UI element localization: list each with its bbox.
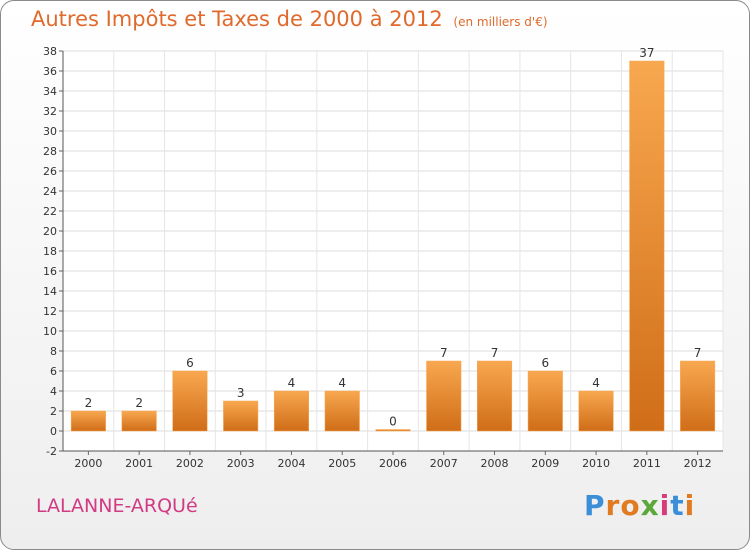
x-tick-label: 2009 (531, 457, 559, 470)
x-tick-label: 2004 (277, 457, 305, 470)
bar (578, 390, 614, 432)
logo-letter: r (605, 489, 621, 522)
x-tick-label: 2007 (430, 457, 458, 470)
x-tick-label: 2001 (125, 457, 153, 470)
bar (375, 429, 411, 432)
bar (273, 390, 309, 432)
data-label: 6 (186, 356, 194, 370)
y-tick-label: 26 (43, 165, 57, 178)
y-tick-label: 8 (50, 345, 57, 358)
y-tick-label: 10 (43, 325, 57, 338)
x-tick-label: 2003 (227, 457, 255, 470)
y-tick-label: 18 (43, 245, 57, 258)
bar (172, 370, 208, 432)
data-label: 2 (135, 396, 143, 410)
data-label: 7 (694, 346, 702, 360)
data-label: 7 (440, 346, 448, 360)
y-tick-label: -2 (46, 445, 57, 458)
logo-letter: i (659, 489, 671, 522)
chart-title-text: Autres Impôts et Taxes de 2000 à 2012 (31, 7, 443, 31)
data-label: 0 (389, 415, 397, 429)
x-tick-label: 2008 (481, 457, 509, 470)
y-tick-label: 16 (43, 265, 57, 278)
data-label: 4 (338, 376, 346, 390)
y-tick-label: 36 (43, 65, 57, 78)
y-tick-label: 20 (43, 225, 57, 238)
y-tick-label: 24 (43, 185, 57, 198)
y-tick-label: 14 (43, 285, 57, 298)
bar (70, 410, 106, 432)
x-tick-label: 2010 (582, 457, 610, 470)
bar (527, 370, 563, 432)
y-tick-label: 34 (43, 85, 57, 98)
data-label: 4 (288, 376, 296, 390)
data-label: 6 (541, 356, 549, 370)
x-tick-label: 2011 (633, 457, 661, 470)
proxiti-logo: Proxiti (584, 489, 695, 522)
y-tick-label: 0 (50, 425, 57, 438)
y-tick-label: 22 (43, 205, 57, 218)
y-tick-label: 4 (50, 385, 57, 398)
y-tick-label: 28 (43, 145, 57, 158)
logo-letter: i (684, 489, 696, 522)
logo-letter: t (670, 489, 685, 522)
bar (426, 360, 462, 432)
logo-letter: o (620, 489, 641, 522)
x-tick-label: 2002 (176, 457, 204, 470)
bar (629, 60, 665, 432)
x-tick-label: 2012 (684, 457, 712, 470)
unit-note: (en milliers d'€) (453, 15, 548, 29)
y-tick-label: 38 (43, 45, 57, 58)
bar (680, 360, 716, 432)
x-tick-label: 2006 (379, 457, 407, 470)
logo-letter: x (640, 489, 660, 522)
x-tick-label: 2005 (328, 457, 356, 470)
bar (477, 360, 513, 432)
y-tick-label: 30 (43, 125, 57, 138)
bar (223, 400, 259, 432)
bar (324, 390, 360, 432)
data-label: 2 (85, 396, 93, 410)
data-label: 4 (592, 376, 600, 390)
logo-letter: P (584, 489, 606, 522)
y-tick-label: 6 (50, 365, 57, 378)
y-tick-label: 32 (43, 105, 57, 118)
commune-name: LALANNE-ARQUé (36, 495, 198, 517)
bar (121, 410, 157, 432)
data-label: 3 (237, 386, 245, 400)
chart-title: Autres Impôts et Taxes de 2000 à 2012 (e… (31, 7, 548, 31)
y-tick-label: 12 (43, 305, 57, 318)
x-tick-label: 2000 (74, 457, 102, 470)
data-label: 37 (639, 46, 654, 60)
data-label: 7 (491, 346, 499, 360)
y-tick-label: 2 (50, 405, 57, 418)
